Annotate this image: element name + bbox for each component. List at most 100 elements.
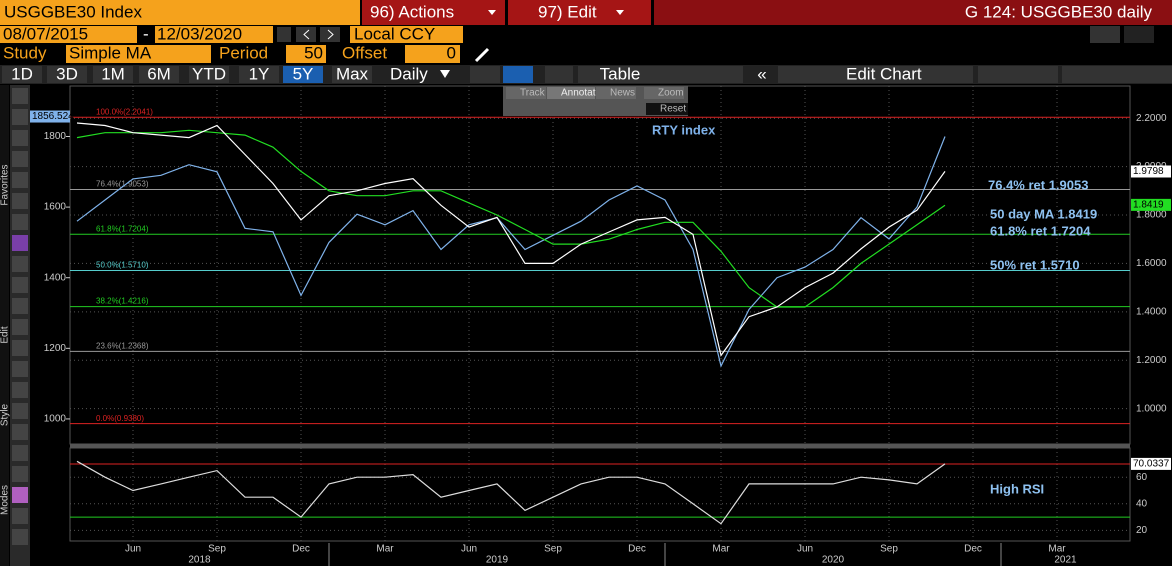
period-button[interactable] xyxy=(2,66,42,83)
tool-icon[interactable] xyxy=(12,529,28,545)
date-separator: - xyxy=(143,24,149,43)
start-date-box[interactable] xyxy=(0,26,137,43)
tool-icon[interactable] xyxy=(12,277,28,293)
currency-box[interactable] xyxy=(350,26,463,43)
period-button[interactable] xyxy=(93,66,133,83)
bar-icon[interactable] xyxy=(503,66,533,83)
tool-icon[interactable] xyxy=(12,214,28,230)
tool-icon[interactable] xyxy=(12,298,28,314)
period-label[interactable]: 1Y xyxy=(249,64,270,83)
splitter[interactable] xyxy=(70,444,1130,448)
tool-icon[interactable] xyxy=(12,256,28,272)
tool-icon[interactable] xyxy=(12,193,28,209)
tool-label[interactable]: Track xyxy=(520,88,546,99)
table-button[interactable] xyxy=(578,66,743,83)
security-box[interactable] xyxy=(0,0,360,25)
tool-icon[interactable] xyxy=(12,445,28,461)
period-button[interactable] xyxy=(139,66,179,83)
prev-button[interactable] xyxy=(296,27,316,42)
actions-button[interactable] xyxy=(362,0,505,25)
tool-label[interactable]: Reset xyxy=(660,104,686,115)
end-date-box[interactable] xyxy=(155,26,273,43)
offset-box[interactable] xyxy=(405,45,460,63)
annotation: 76.4% ret 1.9053 xyxy=(988,177,1088,192)
period-button[interactable] xyxy=(332,66,372,83)
period-label[interactable]: 1M xyxy=(101,64,125,83)
series-line xyxy=(76,129,946,308)
period[interactable]: 50 xyxy=(304,43,323,62)
x-tick-label: Dec xyxy=(964,544,982,555)
tool-button[interactable] xyxy=(596,87,636,99)
settings-button[interactable] xyxy=(1062,66,1172,83)
tool-icon[interactable] xyxy=(12,466,28,482)
period-button[interactable] xyxy=(189,66,229,83)
tool-icon[interactable] xyxy=(12,340,28,356)
period-button[interactable] xyxy=(47,66,87,83)
series-line xyxy=(76,122,946,357)
tool-icon[interactable] xyxy=(12,403,28,419)
edit[interactable]: 97) Edit xyxy=(538,2,597,21)
edit-chart[interactable]: Edit Chart xyxy=(846,64,922,83)
tool-icon[interactable] xyxy=(12,487,28,503)
edit-button[interactable] xyxy=(508,0,651,25)
period-box[interactable] xyxy=(286,45,326,63)
calendar-icon[interactable] xyxy=(277,27,291,42)
tool-icon[interactable] xyxy=(12,151,28,167)
dropdown-arrow xyxy=(440,70,450,78)
period-label[interactable]: Max xyxy=(336,64,369,83)
currency[interactable]: Local CCY xyxy=(354,24,435,43)
tool-icon[interactable] xyxy=(12,172,28,188)
y-tick-label: 1400 xyxy=(44,272,67,283)
offset[interactable]: 0 xyxy=(447,43,456,62)
line-icon[interactable] xyxy=(470,66,500,83)
tool-button[interactable] xyxy=(547,87,595,99)
actions[interactable]: 96) Actions xyxy=(370,2,454,21)
tool-label[interactable]: News xyxy=(610,88,635,99)
y2-tick-label: 1.8000 xyxy=(1136,210,1167,221)
period-label[interactable]: 6M xyxy=(147,64,171,83)
more-button[interactable] xyxy=(545,66,573,83)
period-button[interactable] xyxy=(283,66,323,83)
tool-button[interactable] xyxy=(644,87,684,99)
tool-icon[interactable] xyxy=(12,88,28,104)
study-name[interactable]: Simple MA xyxy=(69,43,152,62)
security[interactable]: USGGBE30 Index xyxy=(4,2,142,21)
title-bar xyxy=(654,0,1172,25)
frequency[interactable]: Daily xyxy=(390,64,428,83)
tool-icon[interactable] xyxy=(12,508,28,524)
tool-icon[interactable] xyxy=(12,424,28,440)
study-label: Study xyxy=(3,43,47,62)
period-label[interactable]: 3D xyxy=(56,64,78,83)
tool-icon[interactable] xyxy=(12,382,28,398)
period-button[interactable] xyxy=(239,66,279,83)
redo-button[interactable] xyxy=(1124,26,1154,43)
sidebar-label: Edit xyxy=(0,326,11,343)
tool-button[interactable] xyxy=(506,87,546,99)
x-tick-label: Sep xyxy=(544,544,562,555)
edit-chart-button[interactable] xyxy=(778,66,973,83)
tool-button[interactable] xyxy=(646,103,688,115)
collapse[interactable]: « xyxy=(757,64,766,83)
rsi-last-label: 70.0337 xyxy=(1133,459,1170,470)
next-button[interactable] xyxy=(320,27,340,42)
period-label[interactable]: 5Y xyxy=(293,64,314,83)
tool-icon[interactable] xyxy=(12,361,28,377)
tool-icon[interactable] xyxy=(12,130,28,146)
study-box[interactable] xyxy=(66,45,211,63)
tool-label[interactable]: Zoom xyxy=(658,88,684,99)
end-date[interactable]: 12/03/2020 xyxy=(157,24,242,43)
tool-icon[interactable] xyxy=(12,235,28,251)
table[interactable]: Table xyxy=(600,64,641,83)
tool-label[interactable]: Annotate xyxy=(561,88,601,99)
tool-icon[interactable] xyxy=(12,109,28,125)
next-arrow xyxy=(327,29,334,40)
start-date[interactable]: 08/07/2015 xyxy=(3,24,88,43)
last-value-tag xyxy=(1131,165,1171,178)
period-label[interactable]: 1D xyxy=(11,64,33,83)
tool-icon[interactable] xyxy=(12,319,28,335)
pen-icon[interactable] xyxy=(474,47,490,63)
annotation: 50% ret 1.5710 xyxy=(990,257,1080,272)
annotate-button[interactable] xyxy=(978,66,1058,83)
undo-button[interactable] xyxy=(1090,26,1120,43)
period-label[interactable]: YTD xyxy=(192,64,226,83)
